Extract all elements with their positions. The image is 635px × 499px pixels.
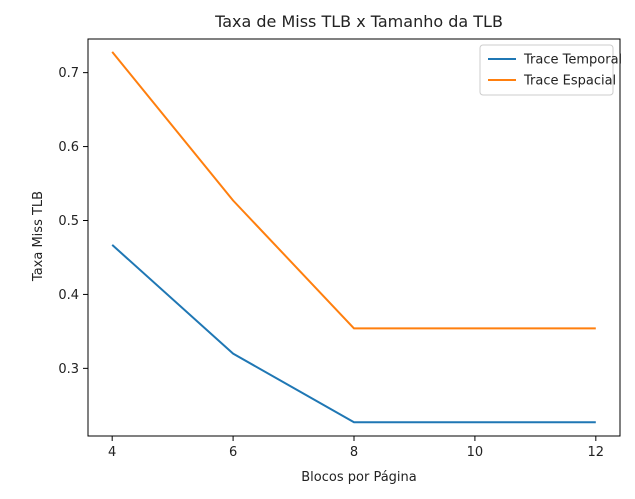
x-tick-label: 4	[108, 445, 116, 460]
x-axis-label: Blocos por Página	[301, 470, 416, 485]
y-axis-label: Taxa Miss TLB	[31, 191, 46, 282]
legend-entry-label: Trace Temporal	[523, 53, 622, 68]
y-tick-label: 0.7	[58, 66, 79, 81]
y-tick-label: 0.6	[58, 140, 79, 155]
y-tick-label: 0.5	[58, 214, 79, 229]
y-axis: 0.3 0.4 0.5 0.6 0.7	[58, 66, 88, 377]
series-line-trace-temporal	[111, 244, 596, 424]
x-tick-label: 12	[588, 445, 605, 460]
legend-entry-label: Trace Espacial	[523, 74, 616, 89]
x-tick-label: 8	[350, 445, 358, 460]
x-tick-label: 10	[467, 445, 484, 460]
x-tick-label: 6	[229, 445, 237, 460]
legend-box	[479, 44, 614, 96]
y-tick-label: 0.3	[58, 362, 79, 377]
chart-title: Taxa de Miss TLB x Tamanho da TLB	[214, 12, 503, 31]
x-axis: 4 6 8 10 12	[108, 436, 604, 460]
series-layer	[111, 51, 596, 424]
legend: Trace Temporal Trace Espacial	[479, 44, 622, 96]
series-line-trace-espacial	[111, 51, 596, 330]
y-tick-label: 0.4	[58, 288, 79, 303]
plot-area-frame	[87, 38, 621, 437]
